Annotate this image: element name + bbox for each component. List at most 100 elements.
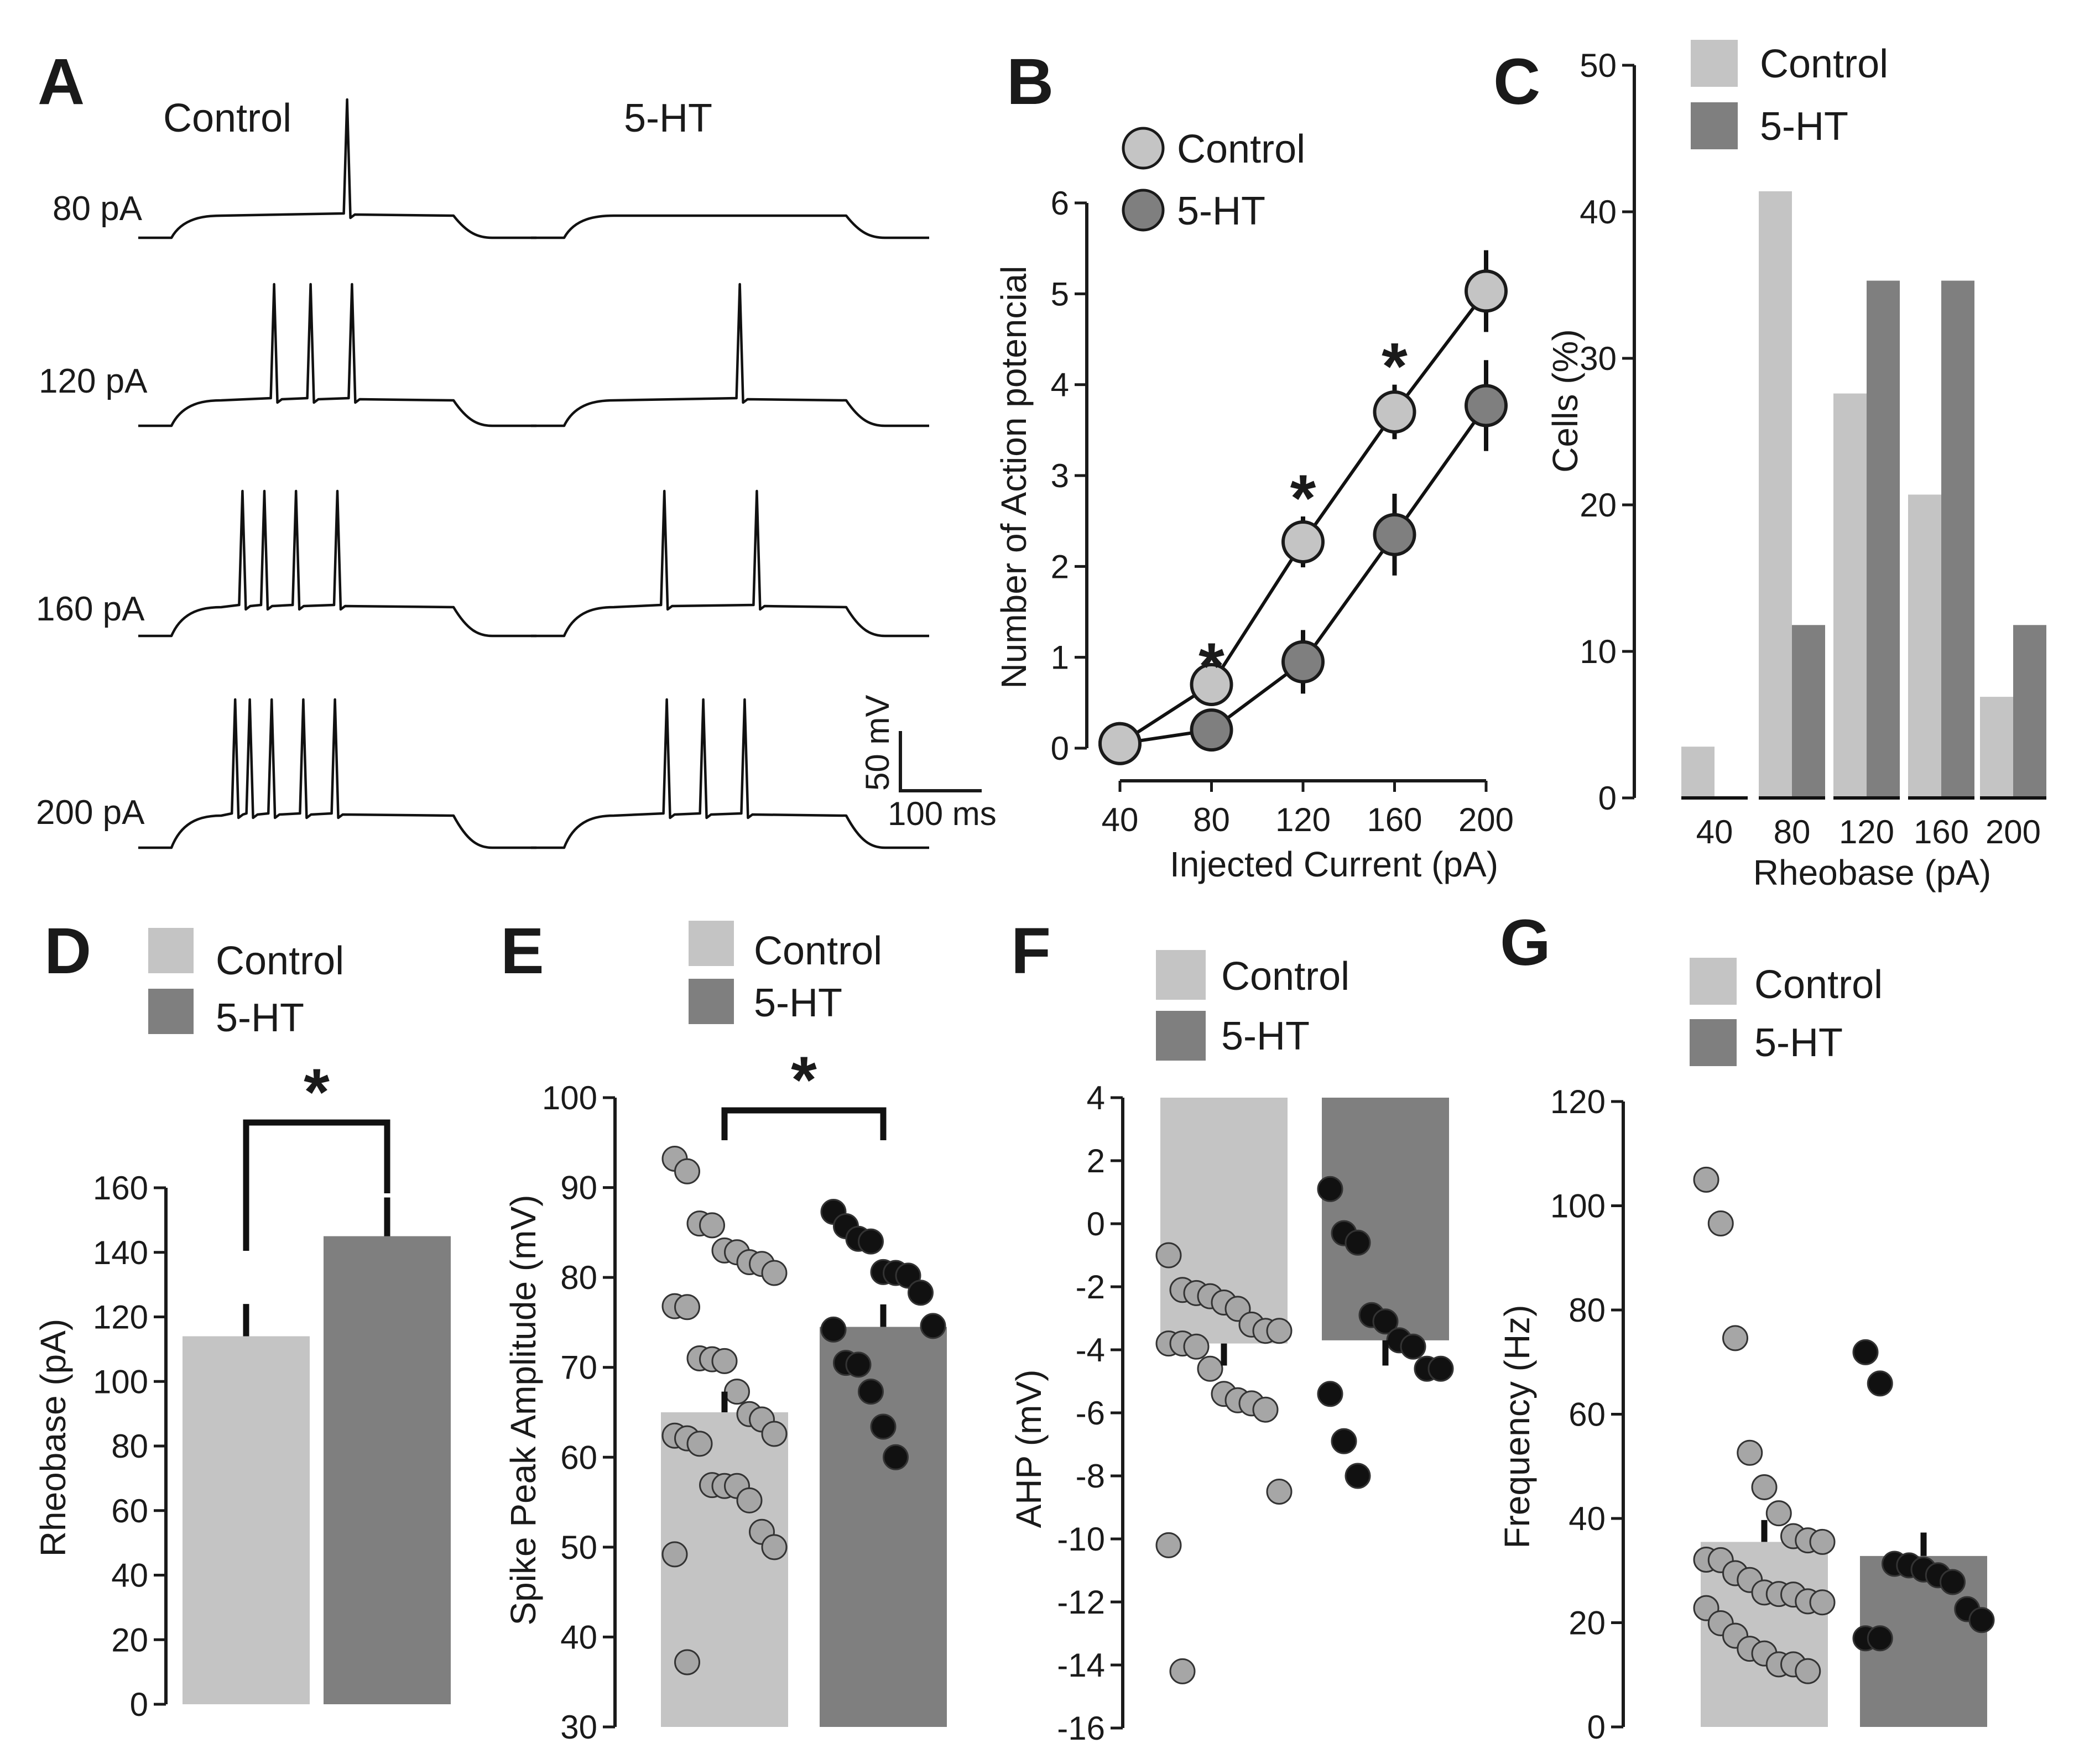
data-point-control xyxy=(1795,1658,1821,1684)
panel-c-plot: 0 10 20 30 40 50 40 80 120 160 200 xyxy=(1580,47,2046,850)
legend-swatch-treatment xyxy=(1691,102,1738,149)
data-point-treatment xyxy=(1331,1428,1357,1454)
data-point-control xyxy=(1809,1589,1836,1616)
y-tick-label: 60 xyxy=(1569,1396,1606,1433)
panel-b-label: B xyxy=(1007,45,1054,118)
data-point-control xyxy=(1281,520,1325,563)
significance-star: * xyxy=(1382,330,1408,404)
bar-treatment xyxy=(1941,280,1974,798)
significance-star: * xyxy=(1198,629,1224,703)
panel-b-ylabel: Number of Action potencial xyxy=(994,266,1034,689)
y-tick-label: 30 xyxy=(1580,340,1617,377)
y-tick-label: -6 xyxy=(1076,1395,1105,1432)
panel-c-ylabel: Cells (%) xyxy=(1545,329,1585,473)
y-tick-label: 100 xyxy=(93,1363,148,1400)
x-tick-label: 80 xyxy=(1193,801,1230,838)
data-point-treatment xyxy=(870,1413,897,1440)
data-point-control xyxy=(724,1379,750,1405)
y-tick-label: 0 xyxy=(1598,780,1617,817)
data-point-control xyxy=(1183,1333,1210,1360)
data-point-treatment xyxy=(1940,1569,1966,1595)
data-point-control xyxy=(1809,1528,1836,1555)
legend-label-treatment: 5-HT xyxy=(1221,1014,1310,1058)
data-point-control xyxy=(761,1534,788,1560)
x-tick-label: 120 xyxy=(1275,801,1331,838)
bar-control xyxy=(661,1412,788,1727)
legend-label-control: Control xyxy=(1754,963,1883,1007)
y-tick-label: 0 xyxy=(1587,1709,1606,1746)
data-point-control xyxy=(1155,1242,1182,1269)
legend-label-treatment: 5-HT xyxy=(1177,189,1265,233)
y-tick-label: 1 xyxy=(1051,639,1069,676)
legend-swatch-control xyxy=(689,921,734,966)
legend-swatch-control xyxy=(1690,958,1737,1005)
data-point-treatment xyxy=(1400,1333,1426,1360)
panel-a-title-control: Control xyxy=(163,96,291,140)
data-point-control xyxy=(1197,1355,1223,1382)
panel-d-label: D xyxy=(44,915,91,988)
panel-c-xlabel: Rheobase (pA) xyxy=(1753,853,1991,892)
legend-label-control: Control xyxy=(1177,127,1305,171)
panel-a-row-label: 160 pA xyxy=(36,590,145,628)
trace-treatment xyxy=(531,214,929,239)
panel-b-xlabel: Injected Current (pA) xyxy=(1170,844,1498,884)
y-tick-label: 20 xyxy=(111,1621,148,1658)
panel-e-label: E xyxy=(501,915,544,988)
legend-swatch-control xyxy=(148,928,194,973)
data-point-treatment xyxy=(1372,1308,1399,1335)
panel-b: B Control 5-HT Number of Action potencia… xyxy=(994,45,1514,884)
panel-d-plot: 0 20 40 60 80 100 120 140 160 * xyxy=(93,1055,451,1723)
data-point-control xyxy=(1693,1166,1719,1193)
panel-a-title-treatment: 5-HT xyxy=(624,96,712,140)
y-tick-label: 90 xyxy=(560,1170,597,1207)
y-tick-label: 40 xyxy=(111,1557,148,1594)
bar-treatment xyxy=(1322,1098,1449,1340)
y-tick-label: 50 xyxy=(1580,47,1617,84)
y-tick-label: 100 xyxy=(542,1079,597,1116)
y-tick-label: 4 xyxy=(1087,1079,1105,1116)
data-point-control xyxy=(736,1487,763,1513)
y-tick-label: 20 xyxy=(1569,1605,1606,1642)
data-point-control xyxy=(674,1649,700,1676)
data-point-control xyxy=(674,1158,700,1184)
x-tick-label: 160 xyxy=(1914,813,1969,850)
y-tick-label: 20 xyxy=(1580,487,1617,524)
trace-treatment xyxy=(531,283,929,427)
y-tick-label: 0 xyxy=(130,1686,148,1723)
x-tick-label: 160 xyxy=(1367,801,1422,838)
data-point-treatment xyxy=(845,1351,872,1378)
y-tick-label: 0 xyxy=(1087,1205,1105,1243)
data-point-treatment xyxy=(883,1444,909,1470)
legend-label-control: Control xyxy=(216,939,344,983)
trace-treatment xyxy=(531,698,929,849)
y-tick-label: 5 xyxy=(1051,275,1069,312)
panel-a-row-label: 120 pA xyxy=(39,362,148,400)
significance-star: * xyxy=(791,1043,817,1117)
x-tick-label: 40 xyxy=(1102,801,1139,838)
data-point-treatment xyxy=(820,1316,847,1343)
data-point-treatment xyxy=(908,1280,934,1306)
data-point-control xyxy=(1765,1500,1792,1527)
trace-control xyxy=(138,283,536,427)
bar-control xyxy=(1681,747,1715,798)
data-point-control xyxy=(1737,1439,1763,1466)
legend-label-treatment: 5-HT xyxy=(1754,1021,1843,1065)
y-tick-label: -2 xyxy=(1076,1269,1105,1306)
y-tick-label: -12 xyxy=(1057,1584,1105,1621)
trace-control xyxy=(138,698,536,849)
bar-control xyxy=(183,1336,310,1704)
panel-a-row-label: 200 pA xyxy=(36,794,145,832)
y-tick-label: 50 xyxy=(560,1529,597,1566)
panel-f: F Control 5-HT AHP (mV) -16 -14 -12 -10 -8 -6… xyxy=(1009,915,1454,1747)
y-tick-label: 100 xyxy=(1550,1188,1606,1225)
y-tick-label: 80 xyxy=(1569,1292,1606,1329)
y-tick-label: -16 xyxy=(1057,1710,1105,1747)
data-point-control xyxy=(1722,1325,1748,1351)
panel-g-label: G xyxy=(1500,906,1551,979)
panel-e: E Control 5-HT Spike Peak Amplitude (mV)… xyxy=(501,915,947,1746)
y-tick-label: 40 xyxy=(560,1619,597,1656)
data-point-control xyxy=(1373,390,1416,434)
panel-a: A Control 5-HT 80 pA 120 pA 160 pA 200 p… xyxy=(36,45,997,849)
data-point-control xyxy=(1465,269,1508,313)
